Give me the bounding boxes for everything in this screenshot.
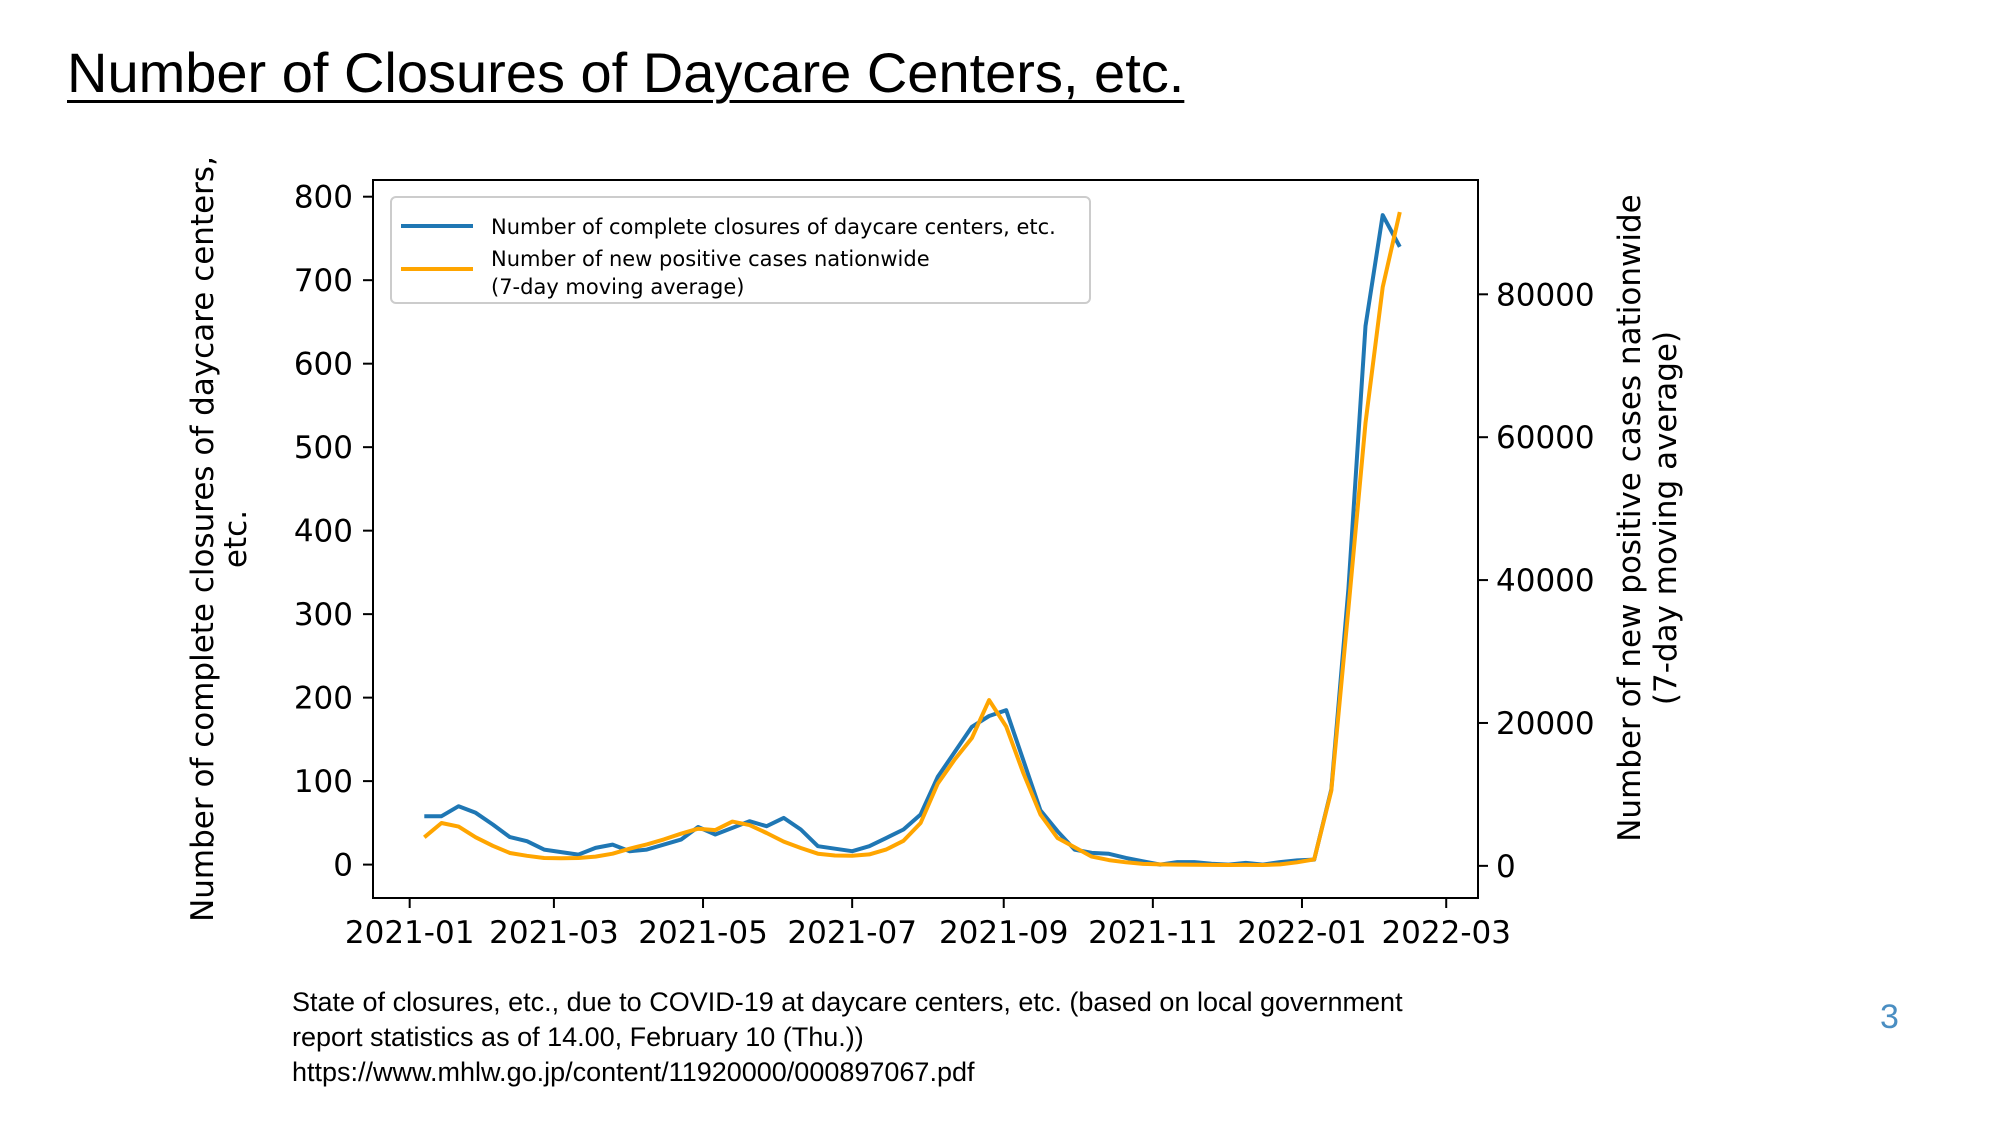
y-left-tick-label: 0 (333, 848, 353, 884)
y-right-tick-label: 0 (1496, 849, 1516, 885)
y-left-tick-label: 400 (294, 514, 353, 550)
y-left-tick-label: 600 (294, 347, 353, 383)
y-left-axis-label: etc. (218, 510, 254, 568)
x-tick-label: 2021-07 (787, 915, 917, 951)
x-tick-label: 2021-11 (1088, 915, 1218, 951)
x-tick-label: 2021-05 (638, 915, 768, 951)
y-right-tick-label: 80000 (1496, 277, 1595, 313)
series-line-2 (423, 211, 1402, 867)
y-left-tick-label: 800 (294, 180, 353, 216)
x-tick-label: 2021-09 (939, 915, 1069, 951)
y-left-tick-label: 500 (294, 430, 353, 466)
y-right-axis-label: Number of new positive cases nationwide (1612, 194, 1648, 842)
caption-line-2: report statistics as of 14.00, February … (292, 1022, 864, 1052)
page-number: 3 (1880, 998, 1899, 1036)
legend-label-2-line-1: Number of new positive cases nationwide (491, 247, 930, 271)
y-right-axis-label: (7-day moving average) (1648, 331, 1684, 705)
plot-frame (372, 179, 1479, 899)
x-tick-label: 2021-03 (489, 915, 619, 951)
y-right-tick-label: 40000 (1496, 563, 1595, 599)
x-tick-label: 2022-03 (1381, 915, 1511, 951)
y-left-tick-label: 100 (294, 764, 353, 800)
caption-source-url: https://www.mhlw.go.jp/content/11920000/… (292, 1057, 975, 1087)
legend-label-1: Number of complete closures of daycare c… (491, 215, 1056, 239)
slide-title: Number of Closures of Daycare Centers, e… (67, 41, 1185, 104)
x-tick-label: 2021-01 (345, 915, 475, 951)
y-right-tick-label: 60000 (1496, 420, 1595, 456)
legend-box (390, 196, 1091, 304)
caption-line-1: State of closures, etc., due to COVID-19… (292, 987, 1403, 1017)
x-tick-label: 2022-01 (1237, 915, 1367, 951)
legend-label-2-line-2: (7-day moving average) (491, 275, 744, 299)
y-left-tick-label: 700 (294, 263, 353, 299)
y-left-tick-label: 200 (294, 681, 353, 717)
series-line-1 (424, 213, 1402, 867)
y-left-axis-label: Number of complete closures of daycare c… (185, 156, 221, 922)
y-left-tick-label: 300 (294, 597, 353, 633)
source-caption: State of closures, etc., due to COVID-19… (292, 985, 1403, 1090)
y-right-tick-label: 20000 (1496, 706, 1595, 742)
